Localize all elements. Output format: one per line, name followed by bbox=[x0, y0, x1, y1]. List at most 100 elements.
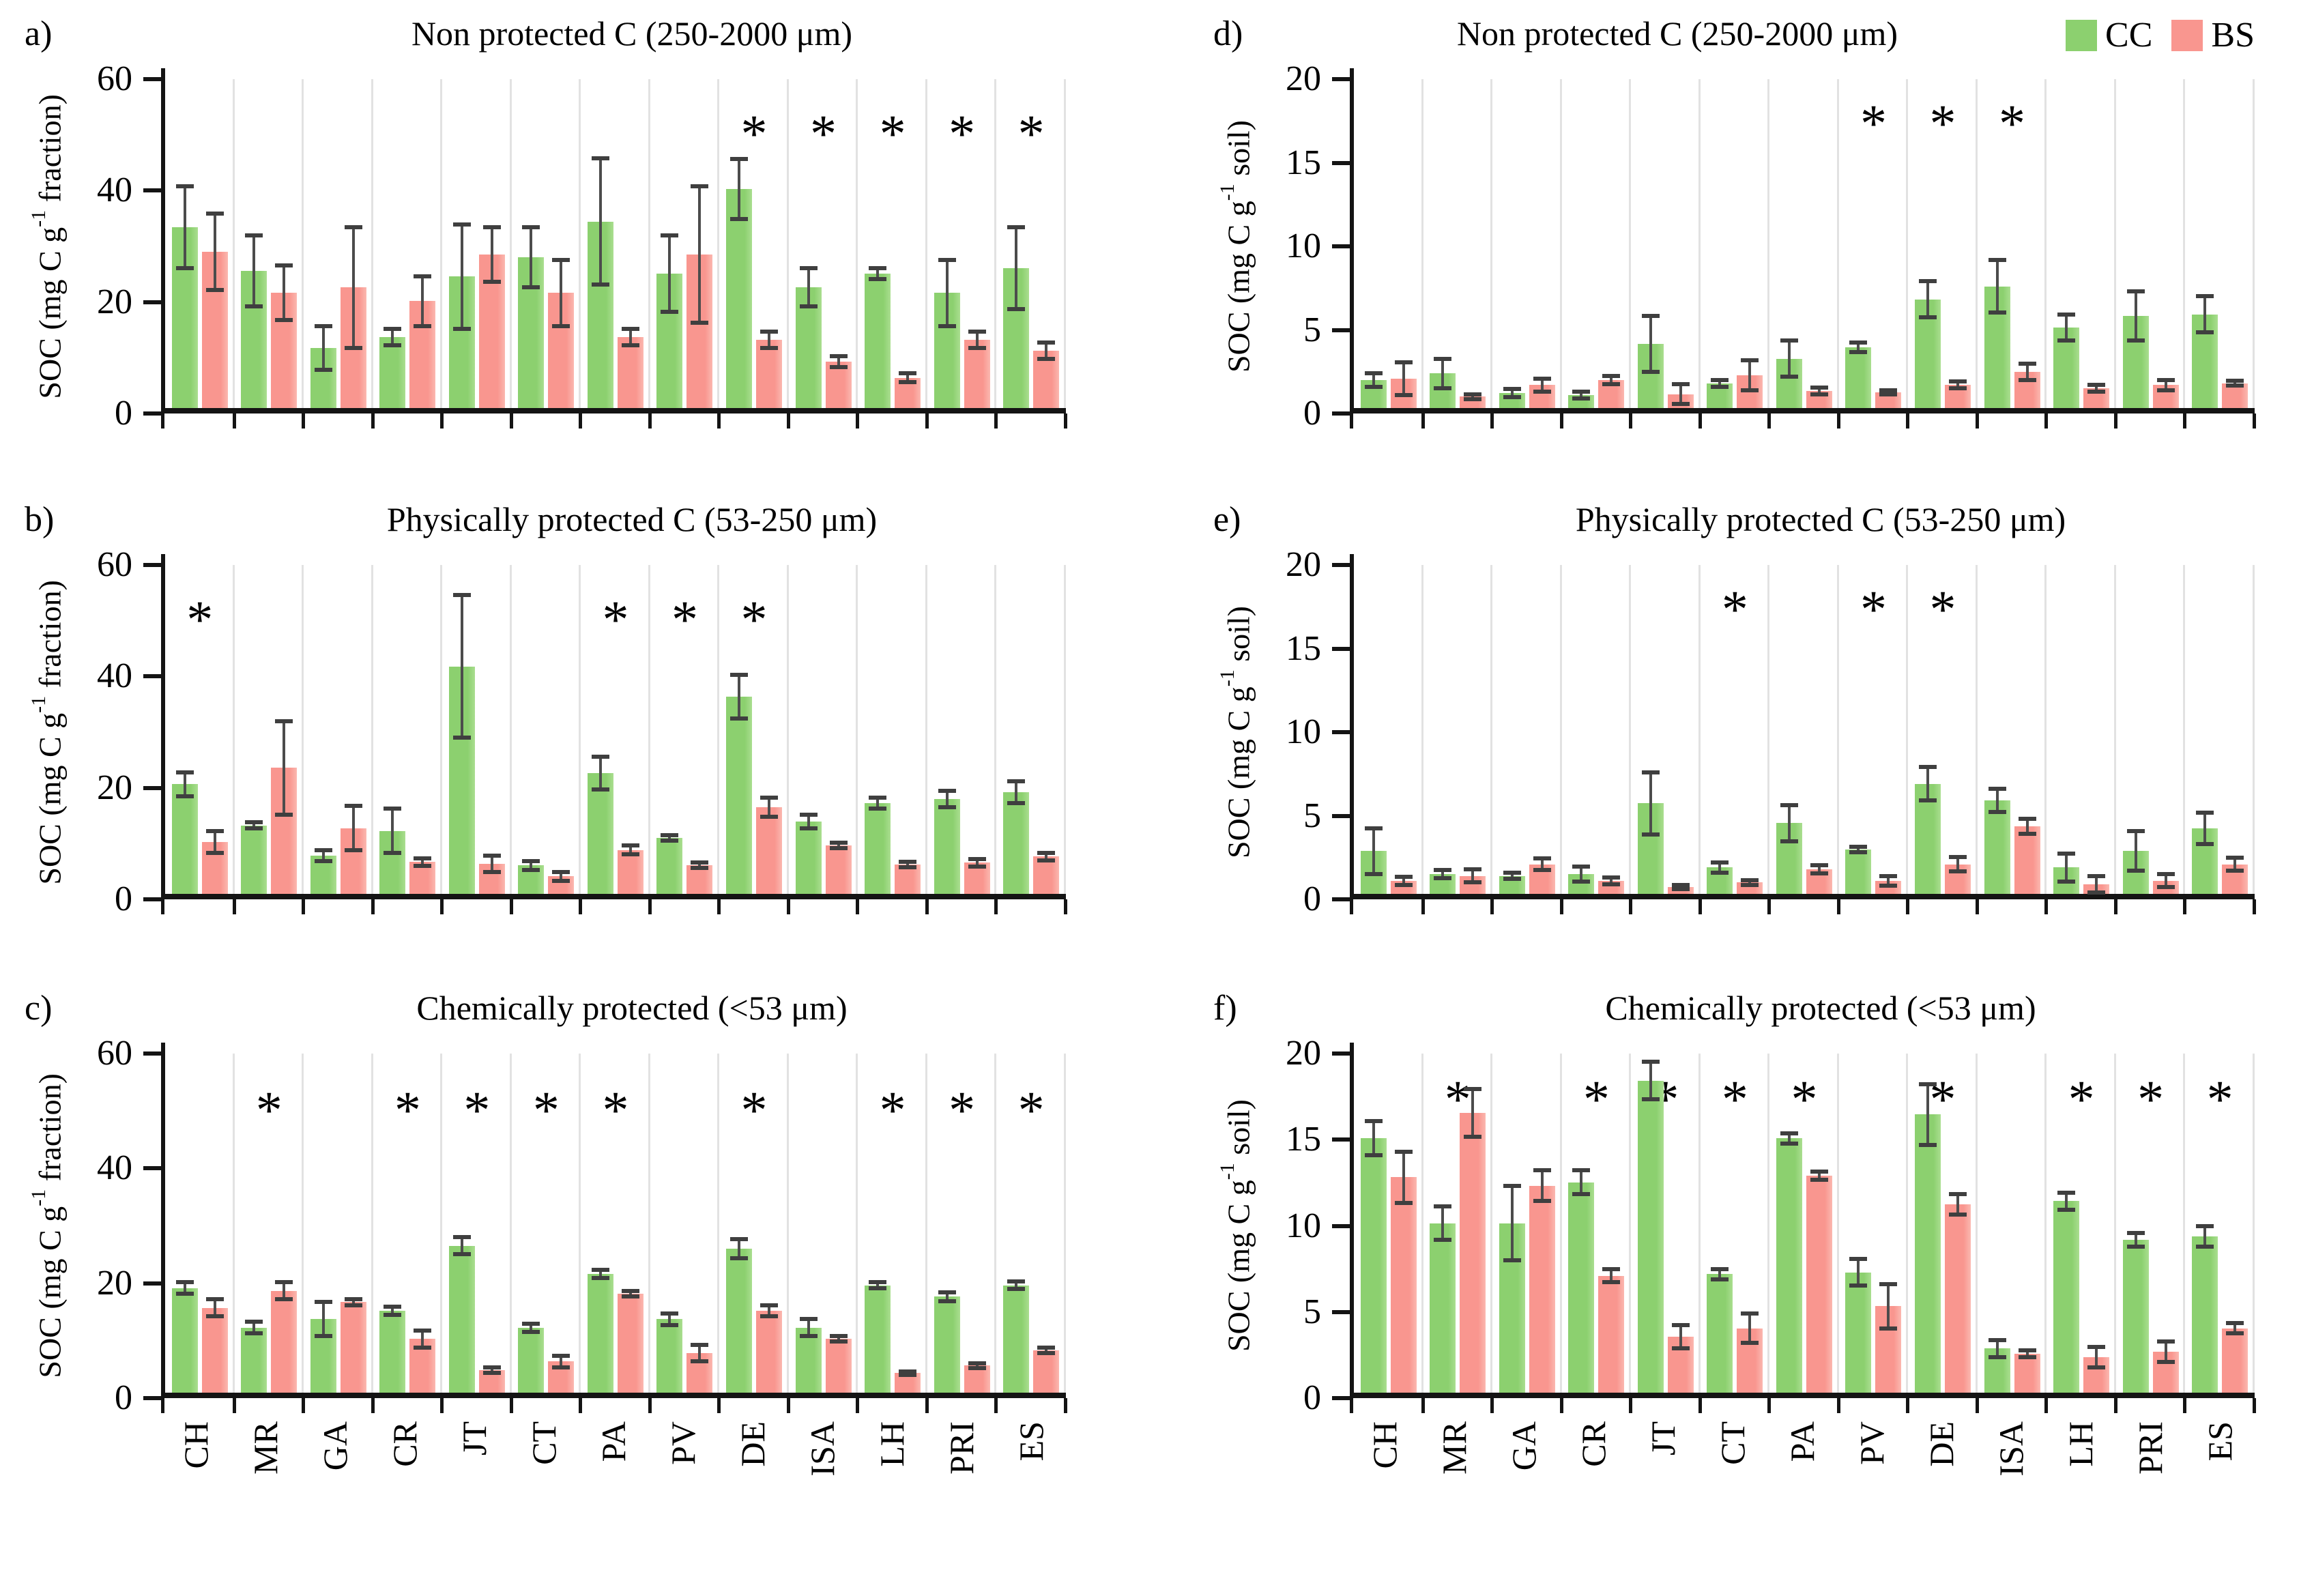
x-category-label-text: CR bbox=[1574, 1421, 1613, 1467]
y-tick-label: 15 bbox=[1286, 1120, 1321, 1159]
bar-column-cc bbox=[239, 79, 269, 408]
error-bar-stem bbox=[1995, 260, 1999, 313]
bar-column-bs bbox=[2012, 79, 2042, 408]
bar-bs bbox=[1598, 1275, 1625, 1393]
error-bar-stem bbox=[807, 268, 810, 307]
error-bar-stem bbox=[1402, 876, 1405, 885]
error-bar-stem bbox=[2065, 314, 2068, 341]
x-tick bbox=[1490, 899, 1494, 914]
bar-column-cc bbox=[585, 1054, 616, 1393]
error-bar bbox=[691, 1342, 709, 1364]
error-bar-cap-top bbox=[1988, 258, 2006, 263]
x-tick bbox=[1698, 899, 1702, 914]
error-bar bbox=[1037, 1345, 1056, 1356]
category-group-es: * bbox=[996, 79, 1067, 429]
category-group-isa: * bbox=[1978, 79, 2049, 429]
error-bar bbox=[1879, 873, 1898, 888]
significance-asterisk: * bbox=[740, 104, 768, 164]
category-group-ct bbox=[512, 565, 583, 914]
error-bar-stem bbox=[1718, 862, 1722, 873]
x-category-label: MR bbox=[231, 1421, 300, 1558]
bar-column-cc bbox=[1428, 79, 1458, 408]
error-bar-cap-top bbox=[2018, 1348, 2036, 1352]
x-tick bbox=[440, 1398, 444, 1413]
error-bar-cap-top bbox=[1503, 870, 1521, 875]
error-bar-stem bbox=[1610, 877, 1613, 884]
category-group-pv: * bbox=[1839, 565, 1910, 914]
error-bar bbox=[899, 371, 917, 385]
error-bar-stem bbox=[1471, 869, 1475, 883]
error-bar-stem bbox=[1580, 1170, 1583, 1195]
category-group-ct: * bbox=[512, 1054, 583, 1413]
category-group-pv: * bbox=[650, 565, 721, 914]
bar-column-bs bbox=[2220, 79, 2250, 408]
category-group-jt bbox=[1631, 79, 1702, 429]
bar-column-cc bbox=[794, 565, 824, 894]
error-bar-stem bbox=[183, 772, 186, 797]
x-category-label-text: MR bbox=[246, 1421, 285, 1475]
error-bar-cap-bottom bbox=[1949, 869, 1967, 874]
error-bar-stem bbox=[2065, 853, 2068, 882]
error-bar-cap-top bbox=[1671, 883, 1690, 888]
bar-cc bbox=[865, 803, 891, 894]
bar-column-bs bbox=[2012, 565, 2042, 894]
gridline bbox=[648, 565, 650, 894]
error-bar bbox=[1533, 1168, 1551, 1204]
category-group-lh bbox=[2047, 79, 2117, 429]
bar-column-bs bbox=[1804, 565, 1834, 894]
chart-area: SOC (mg C g-1 fraction) 0 20 40 60 * * * * * * * *… bbox=[20, 1036, 1067, 1558]
bar-column-bs bbox=[1943, 565, 1973, 894]
error-bar-cap-bottom bbox=[522, 1329, 540, 1334]
error-bar-cap-top bbox=[1572, 1168, 1591, 1173]
error-bar bbox=[1919, 279, 1937, 320]
bar-cc bbox=[1003, 1285, 1030, 1393]
error-bar bbox=[314, 1300, 332, 1339]
error-bar-cap-top bbox=[661, 233, 679, 237]
error-bar-cap-top bbox=[1602, 1266, 1621, 1271]
error-bar-cap-bottom bbox=[1810, 392, 1828, 396]
gridline bbox=[2044, 565, 2047, 894]
error-bar-cap-bottom bbox=[1394, 882, 1413, 887]
error-bar-cap-top bbox=[799, 266, 818, 271]
error-bar-cap-top bbox=[384, 1305, 402, 1309]
error-bar-cap-bottom bbox=[452, 326, 471, 331]
panel-letter: d) bbox=[1213, 14, 1243, 53]
bar-bs bbox=[756, 1310, 783, 1393]
chart-area: SOC (mg C g-1 soil) 0 5 10 15 20 * * * bbox=[1209, 547, 2256, 917]
error-bar-cap-top bbox=[2018, 817, 2036, 822]
bar-column-bs bbox=[1943, 79, 1973, 408]
error-bar bbox=[899, 1369, 917, 1377]
error-bar-cap-bottom bbox=[869, 807, 887, 811]
error-bar-cap-top bbox=[829, 353, 848, 358]
error-bar-stem bbox=[1610, 1268, 1613, 1283]
x-tick bbox=[2252, 899, 2256, 914]
x-tick bbox=[2183, 899, 2187, 914]
error-bar-cap-bottom bbox=[1434, 1238, 1452, 1243]
bar-column-bs bbox=[893, 565, 923, 894]
error-bar bbox=[414, 1328, 432, 1350]
bar-column-bs bbox=[1458, 565, 1488, 894]
error-bar-cap-top bbox=[1780, 802, 1798, 807]
panel-a-header: a) Non protected C (250-2000 μm) bbox=[20, 15, 1066, 79]
category-group-es bbox=[996, 565, 1067, 914]
y-tick-label: 0 bbox=[1303, 880, 1321, 918]
error-bar-cap-bottom bbox=[1464, 880, 1482, 885]
error-bar-cap-top bbox=[1741, 358, 1759, 363]
error-bar-cap-top bbox=[1394, 874, 1413, 879]
error-bar bbox=[482, 1365, 501, 1376]
error-bar bbox=[1949, 854, 1967, 874]
bar-cc bbox=[1568, 1182, 1595, 1393]
error-bar-cap-bottom bbox=[1741, 388, 1759, 392]
error-bar-cap-top bbox=[452, 593, 471, 598]
error-bar-cap-bottom bbox=[1434, 876, 1452, 881]
error-bar-cap-bottom bbox=[384, 850, 402, 855]
error-bar-cap-top bbox=[245, 819, 263, 824]
category-group-ga bbox=[1492, 79, 1563, 429]
y-tick bbox=[1332, 244, 1350, 248]
gridline bbox=[1490, 565, 1493, 894]
bar-cc bbox=[1360, 1138, 1387, 1393]
x-tick bbox=[1767, 1398, 1772, 1413]
error-bar-cap-top bbox=[1533, 856, 1551, 861]
error-bar-stem bbox=[1610, 376, 1613, 385]
category-group-de: * bbox=[1908, 565, 1979, 914]
